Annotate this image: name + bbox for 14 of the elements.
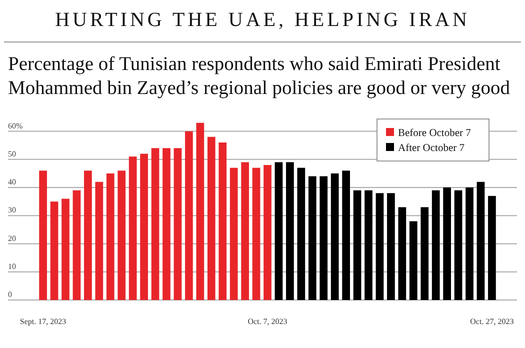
x-tick-label: Sept. 17, 2023 — [20, 317, 66, 326]
chart-title: HURTING THE UAE, HELPING IRAN — [55, 9, 470, 31]
y-tick-label: 60% — [8, 121, 23, 130]
y-tick-label: 50 — [8, 149, 16, 158]
legend-label: Before October 7 — [398, 128, 471, 139]
y-tick-label: 30 — [8, 206, 16, 215]
x-tick-label: Oct. 27, 2023 — [470, 317, 514, 326]
x-tick-label: Oct. 7, 2023 — [248, 317, 288, 326]
y-tick-label: 20 — [8, 234, 16, 243]
legend-label: After October 7 — [398, 143, 464, 154]
y-tick-label: 0 — [8, 290, 12, 299]
chart-subtitle: Percentage of Tunisian respondents who said Emirati President Mohammed bin Zayed’s regional policies are good or very good — [8, 54, 510, 99]
y-tick-label: 10 — [8, 262, 16, 271]
y-tick-label: 40 — [8, 178, 16, 186]
